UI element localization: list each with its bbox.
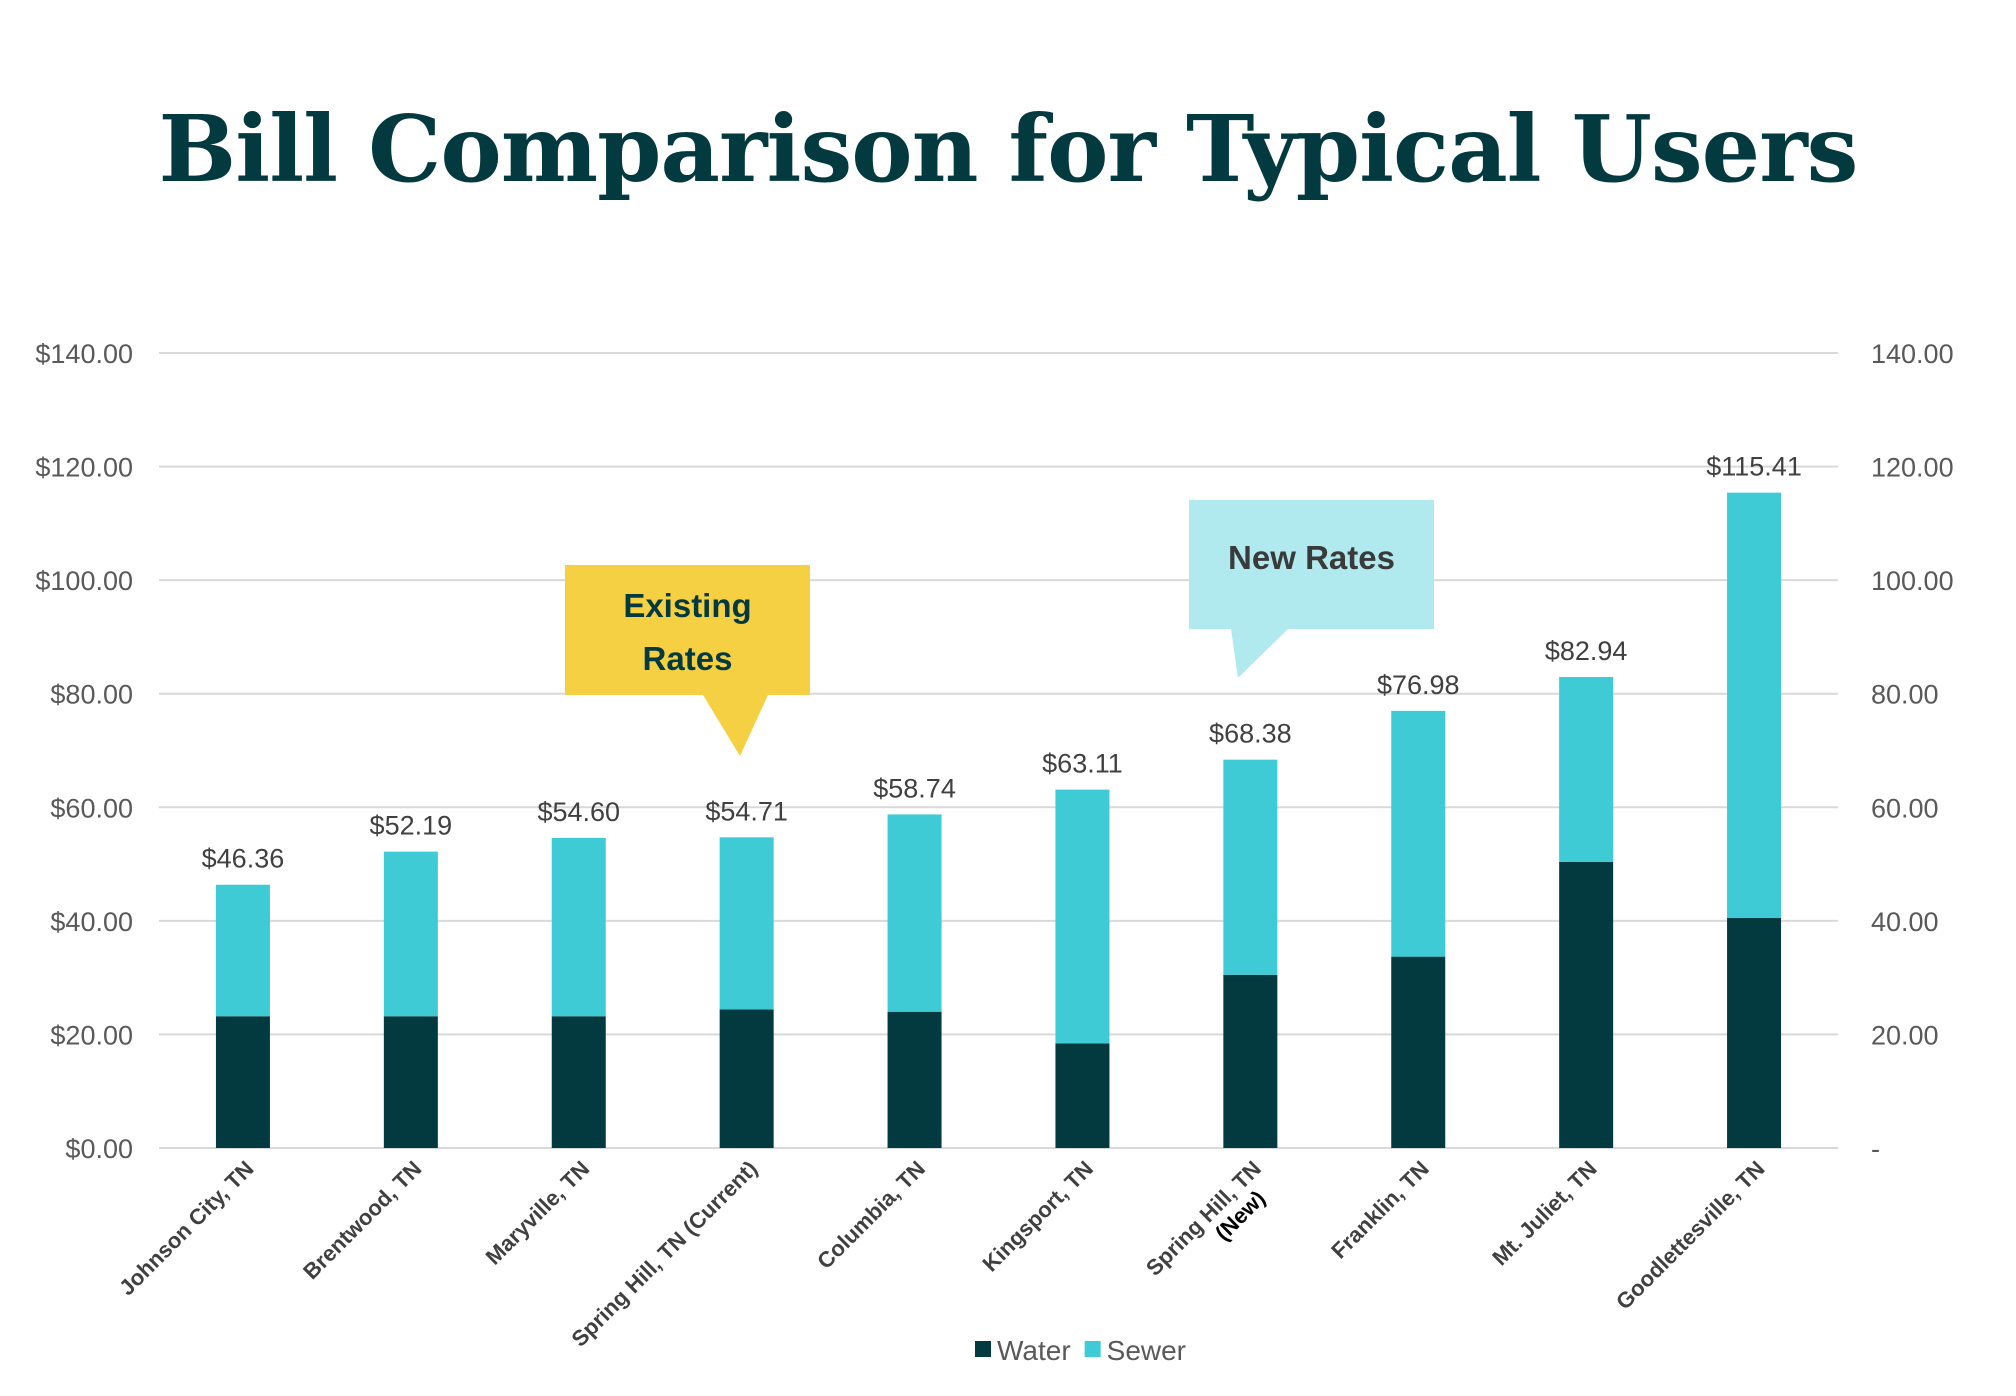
chart-title: Bill Comparison for Typical Users: [158, 95, 1859, 203]
data-label: $54.71: [705, 796, 788, 826]
bar-water: [215, 1016, 270, 1148]
y2-tick-label: 40.00: [1871, 907, 1939, 937]
y-tick-label: $60.00: [50, 793, 133, 823]
data-label: $82.94: [1545, 636, 1628, 666]
bar-water: [1055, 1043, 1110, 1148]
data-label: $58.74: [873, 773, 956, 803]
y2-tick-label: 140.00: [1871, 339, 1954, 369]
y2-tick-label: 120.00: [1871, 453, 1954, 483]
data-label: $54.60: [537, 797, 620, 827]
bar-sewer: [1391, 710, 1446, 957]
y-tick-label: $140.00: [35, 339, 133, 369]
bar-sewer: [1223, 759, 1278, 975]
legend-label-sewer: Sewer: [1107, 1335, 1186, 1366]
bar-water: [383, 1016, 438, 1148]
callout-text: Existing Rates: [623, 587, 751, 677]
bar-water: [1391, 956, 1446, 1148]
y-tick-label: $100.00: [35, 566, 133, 596]
y-tick-label: $40.00: [50, 907, 133, 937]
legend-label-water: Water: [997, 1335, 1071, 1366]
bar-water: [1559, 861, 1614, 1148]
x-tick-label: Kingsport, TN: [977, 1156, 1098, 1277]
bar-sewer: [887, 814, 942, 1012]
bar-sewer: [1559, 677, 1614, 862]
data-label: $46.36: [202, 844, 285, 874]
bar-sewer: [215, 884, 270, 1017]
x-tick-label: Mt. Juliet, TN: [1487, 1156, 1601, 1270]
bar-sewer: [719, 837, 774, 1010]
x-tick-label: Goodlettesville, TN: [1611, 1156, 1770, 1315]
bar-water: [887, 1011, 942, 1148]
data-label: $76.98: [1377, 670, 1460, 700]
x-tick-label: Spring Hill, TN(New): [1141, 1156, 1283, 1298]
y-tick-label: $120.00: [35, 453, 133, 483]
callout-box: [565, 565, 810, 756]
bar-sewer: [383, 851, 438, 1017]
legend-swatch-water: [975, 1341, 991, 1357]
bar-water: [719, 1009, 774, 1148]
bar-sewer: [551, 837, 606, 1017]
y-tick-label: $0.00: [65, 1134, 133, 1164]
bar-water: [1727, 918, 1782, 1148]
bar-sewer: [1055, 789, 1110, 1044]
x-tick-label: Brentwood, TN: [298, 1156, 426, 1284]
data-label: $115.41: [1706, 452, 1802, 482]
y2-tick-label: 20.00: [1871, 1020, 1939, 1050]
bar-water: [551, 1016, 606, 1148]
bar-sewer: [1727, 492, 1782, 919]
y-tick-label: $20.00: [50, 1020, 133, 1050]
data-label: $68.38: [1209, 719, 1292, 749]
y2-tick-label: 60.00: [1871, 793, 1939, 823]
data-label: $63.11: [1042, 749, 1123, 779]
y2-tick-label: -: [1871, 1134, 1880, 1164]
y-tick-label: $80.00: [50, 680, 133, 710]
x-tick-label: Spring Hill, TN (Current): [566, 1156, 762, 1352]
callout-text: New Rates: [1228, 539, 1395, 576]
bar-water: [1223, 974, 1278, 1148]
y2-tick-label: 80.00: [1871, 680, 1939, 710]
legend-swatch-sewer: [1084, 1341, 1101, 1357]
x-tick-label: Maryville, TN: [481, 1156, 595, 1270]
data-label: $52.19: [370, 811, 453, 841]
callout-box: [1189, 500, 1434, 678]
y2-tick-label: 100.00: [1871, 566, 1954, 596]
x-tick-label: Franklin, TN: [1326, 1156, 1434, 1264]
x-tick-label: Johnson City, TN: [114, 1156, 258, 1300]
x-tick-label: Columbia, TN: [812, 1156, 930, 1274]
